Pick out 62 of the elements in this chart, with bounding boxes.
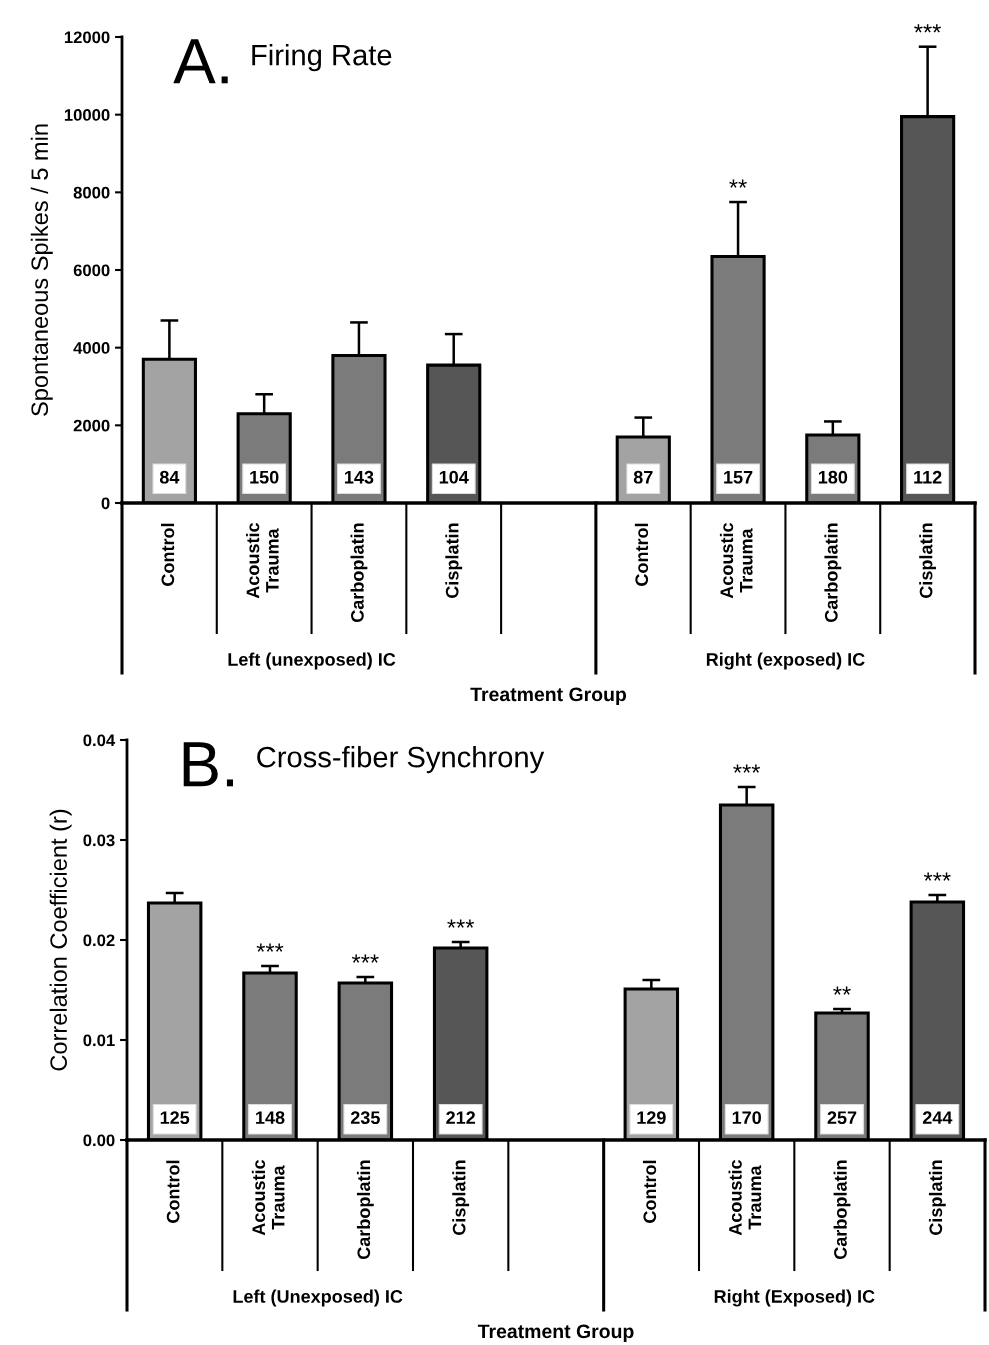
text: Right (exposed) IC	[706, 652, 865, 670]
annotation: 257	[827, 1111, 857, 1125]
annotation: 180	[818, 470, 848, 484]
annotation: 212	[446, 1111, 476, 1124]
annotation: ***	[447, 919, 475, 928]
x-tick-label: Carboplatin	[833, 1160, 851, 1260]
annotation: ***	[733, 764, 761, 773]
x-tick-label: Acoustic Trauma	[719, 522, 753, 599]
y-tick-label: 0.00	[83, 1134, 115, 1147]
text: Left (Unexposed) IC	[233, 1289, 403, 1307]
y-axis-title: Spontaneous Spikes / 5 min	[30, 124, 53, 416]
y-tick-label: 0.02	[83, 934, 115, 947]
y-tick-label: 0	[101, 497, 110, 510]
annotation: ***	[256, 943, 284, 952]
annotation: ***	[923, 872, 951, 881]
x-axis-title: Treatment Group	[470, 687, 627, 706]
x-tick-label: Acoustic Trauma	[728, 1159, 762, 1236]
annotation: 157	[724, 471, 753, 484]
chart-title: B. Cross-fiber Synchrony	[183, 742, 545, 787]
x-tick-label: Control	[642, 1160, 657, 1223]
x-tick-label: Acoustic Trauma	[246, 522, 279, 599]
text: Left (unexposed) IC	[228, 652, 396, 670]
annotation: 84	[159, 470, 180, 484]
annotation: 150	[250, 470, 279, 484]
x-tick-label: Control	[634, 523, 649, 586]
chart-title: A. Firing Rate	[173, 39, 392, 84]
y-tick-label: 10000	[64, 109, 110, 121]
text: Right (Exposed) IC	[714, 1289, 875, 1307]
annotation: ***	[351, 954, 379, 963]
annotation: 87	[633, 470, 653, 484]
annotation: 112	[914, 470, 942, 484]
annotation: 143	[345, 470, 374, 484]
annotation: 104	[439, 470, 469, 484]
annotation: 129	[637, 1111, 666, 1125]
x-tick-label: Control	[166, 1160, 180, 1223]
annotation: 148	[256, 1111, 285, 1125]
x-tick-label: Cisplatin	[452, 1160, 470, 1235]
x-tick-label: Cisplatin	[919, 523, 937, 598]
y-tick-label: 12000	[64, 31, 110, 44]
x-tick-label: Carboplatin	[356, 1160, 374, 1260]
y-tick-label: 2000	[73, 419, 110, 432]
annotation: **	[729, 179, 747, 188]
x-tick-label: Cisplatin	[445, 523, 463, 598]
x-tick-label: Carboplatin	[350, 523, 368, 623]
x-axis-title: Treatment Group	[477, 1324, 634, 1343]
annotation: 235	[350, 1111, 380, 1125]
x-tick-label: Control	[160, 523, 175, 586]
x-tick-label: Cisplatin	[928, 1160, 946, 1235]
y-tick-label: 4000	[73, 342, 110, 354]
y-tick-label: 0.03	[83, 834, 115, 847]
y-tick-label: 0.04	[83, 734, 116, 747]
y-tick-label: 0.01	[83, 1034, 115, 1047]
text: ***	[914, 24, 942, 33]
y-tick-label: 8000	[73, 186, 110, 199]
annotation: 125	[160, 1111, 190, 1125]
annotation: 170	[732, 1111, 761, 1125]
y-tick-label: 6000	[73, 264, 110, 277]
x-tick-label: Carboplatin	[824, 523, 842, 623]
annotation: 244	[922, 1111, 953, 1124]
annotation: **	[833, 986, 851, 995]
x-tick-label: Acoustic Trauma	[251, 1159, 285, 1236]
y-axis-title: Correlation Coefficient (r)	[49, 809, 72, 1071]
